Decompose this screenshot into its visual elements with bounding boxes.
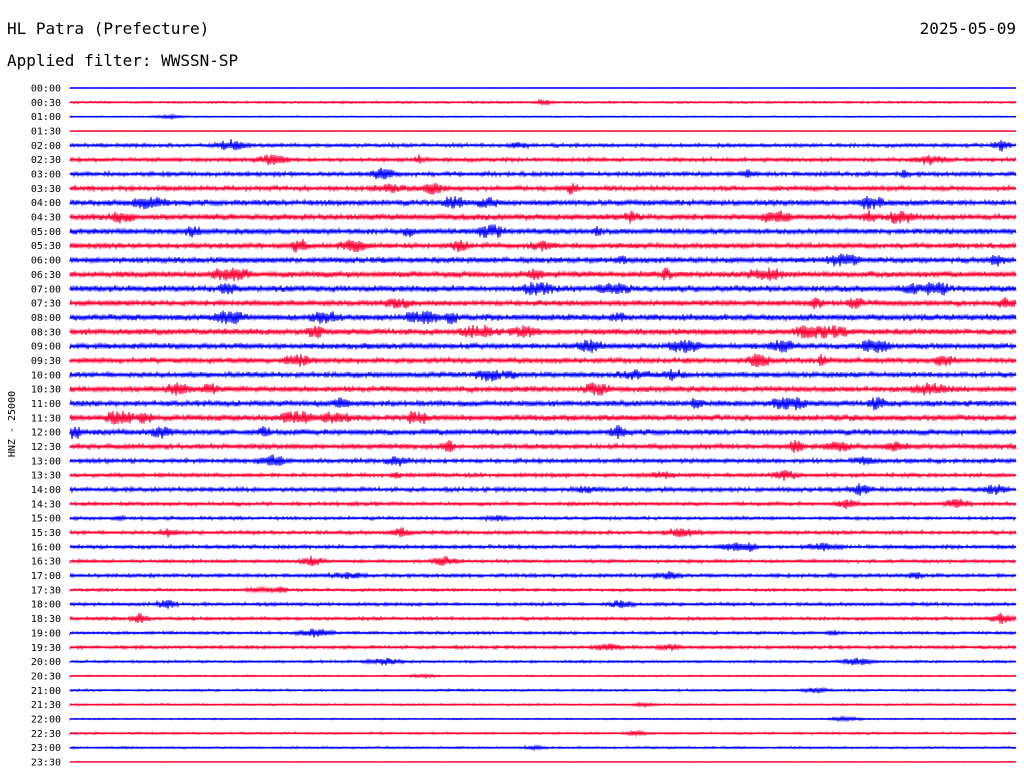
time-label: 02:30	[31, 155, 61, 166]
time-label: 10:00	[31, 370, 61, 381]
time-label: 20:00	[31, 657, 61, 668]
time-labels: 00:00 00:30 01:00 01:30 02:00 02:30 03:00 03:30…	[31, 84, 61, 769]
time-label: 23:30	[31, 757, 61, 768]
time-label: 14:00	[31, 485, 61, 496]
time-label: 00:00	[31, 84, 61, 95]
time-label: 03:00	[31, 170, 61, 181]
time-label: 06:00	[31, 256, 61, 267]
time-label: 18:30	[31, 614, 61, 625]
time-label: 13:30	[31, 471, 61, 482]
time-label: 11:30	[31, 413, 61, 424]
time-label: 03:30	[31, 184, 61, 195]
time-label: 04:00	[31, 198, 61, 209]
time-label: 19:00	[31, 628, 61, 639]
time-label: 17:00	[31, 571, 61, 582]
time-label: 14:30	[31, 499, 61, 510]
time-label: 09:00	[31, 342, 61, 353]
y-axis-label: HNZ - 25000	[7, 391, 18, 457]
time-label: 20:30	[31, 671, 61, 682]
time-label: 05:00	[31, 227, 61, 238]
time-label: 08:00	[31, 313, 61, 324]
filter-label: Applied filter: WWSSN-SP	[7, 51, 239, 70]
time-label: 08:30	[31, 327, 61, 338]
time-label: 22:00	[31, 714, 61, 725]
time-label: 17:30	[31, 585, 61, 596]
time-label: 13:00	[31, 456, 61, 467]
station-title: HL Patra (Prefecture)	[7, 19, 210, 38]
time-label: 15:00	[31, 514, 61, 525]
time-label: 16:30	[31, 557, 61, 568]
time-label: 19:30	[31, 643, 61, 654]
time-label: 09:30	[31, 356, 61, 367]
time-label: 10:30	[31, 385, 61, 396]
record-date: 2025-05-09	[919, 19, 1016, 38]
time-label: 21:00	[31, 686, 61, 697]
time-label: 12:00	[31, 428, 61, 439]
time-label: 23:00	[31, 743, 61, 754]
time-label: 01:30	[31, 127, 61, 138]
time-label: 15:30	[31, 528, 61, 539]
time-label: 07:00	[31, 284, 61, 295]
time-label: 06:30	[31, 270, 61, 281]
trace-line	[69, 281, 1017, 296]
time-label: 22:30	[31, 729, 61, 740]
time-label: 16:00	[31, 542, 61, 553]
time-label: 07:30	[31, 299, 61, 310]
time-label: 11:00	[31, 399, 61, 410]
time-label: 12:30	[31, 442, 61, 453]
time-label: 05:30	[31, 241, 61, 252]
time-label: 00:30	[31, 98, 61, 109]
time-label: 04:30	[31, 213, 61, 224]
time-label: 21:30	[31, 700, 61, 711]
time-label: 18:00	[31, 600, 61, 611]
time-label: 01:00	[31, 112, 61, 123]
traces	[69, 87, 1017, 764]
time-label: 02:00	[31, 141, 61, 152]
